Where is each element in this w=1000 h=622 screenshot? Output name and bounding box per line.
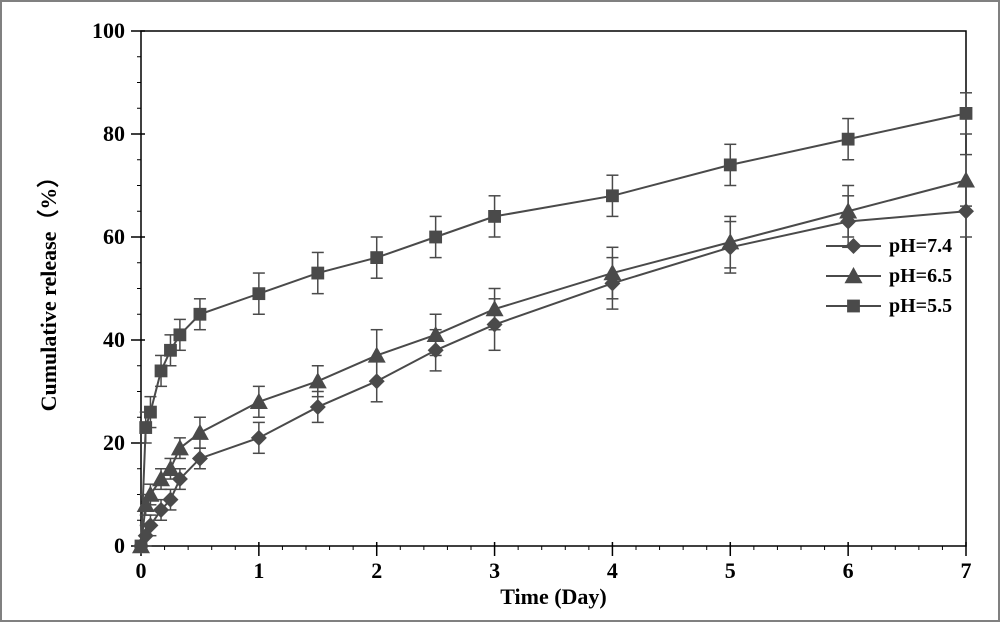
x-tick-label: 4	[607, 558, 618, 583]
release-chart: 0 1 2 3 4 5 6 7 0 20 40 60 80 100 Time (Day) Cumulative…	[6, 6, 994, 614]
y-tick-label: 60	[103, 224, 125, 249]
x-tick-label: 5	[725, 558, 736, 583]
x-tick-label: 7	[961, 558, 972, 583]
x-axis-label: Time (Day)	[500, 584, 607, 609]
x-tick-label: 6	[843, 558, 854, 583]
y-tick-label: 40	[103, 327, 125, 352]
y-tick-label: 20	[103, 430, 125, 455]
x-tick-label: 1	[253, 558, 264, 583]
y-tick-label: 100	[92, 18, 125, 43]
y-tick-label: 0	[114, 533, 125, 558]
y-tick-label: 80	[103, 121, 125, 146]
legend-label: pH=5.5	[889, 295, 952, 317]
chart-frame: 0 1 2 3 4 5 6 7 0 20 40 60 80 100 Time (Day) Cumulative…	[0, 0, 1000, 622]
y-axis-label: Cumulative release（%）	[36, 166, 61, 412]
legend-label: pH=6.5	[889, 265, 952, 287]
legend-label: pH=7.4	[889, 235, 952, 257]
x-tick-label: 0	[136, 558, 147, 583]
x-tick-label: 2	[371, 558, 382, 583]
x-tick-label: 3	[489, 558, 500, 583]
